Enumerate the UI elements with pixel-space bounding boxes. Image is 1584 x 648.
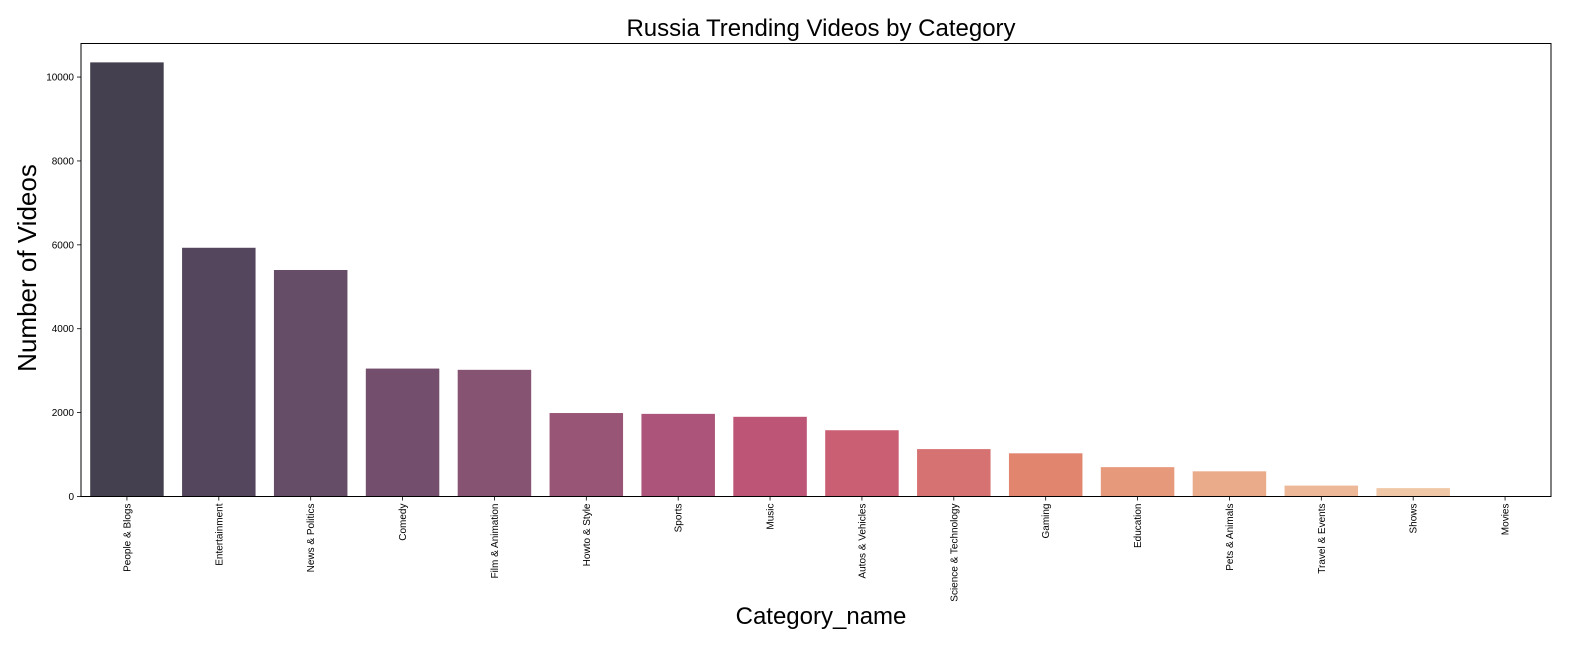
y-tick-label-1: 2000: [52, 408, 75, 419]
bars-group: [90, 62, 1542, 497]
x-tick-label-0: People & Blogs: [122, 504, 133, 572]
bar-8: [825, 430, 899, 497]
x-tick-label-15: Movies: [1501, 504, 1512, 536]
bar-14: [1376, 488, 1450, 497]
bar-1: [182, 247, 256, 497]
bar-0: [90, 62, 164, 497]
bar-12: [1192, 471, 1267, 497]
bar-13: [1284, 485, 1359, 497]
x-tick-label-7: Music: [766, 504, 777, 530]
x-tick-label-10: Gaming: [1041, 504, 1052, 539]
x-axis: People & Blogs Entertainment News & Politi…: [122, 496, 1512, 602]
x-tick-label-8: Autos & Vehicles: [857, 504, 868, 579]
x-tick-label-14: Shows: [1409, 504, 1420, 534]
y-tick-label-2: 4000: [52, 324, 75, 335]
bar-3: [365, 368, 440, 497]
x-tick-label-1: Entertainment: [214, 503, 225, 565]
x-tick-label-3: Comedy: [398, 504, 409, 541]
y-tick-label-3: 6000: [52, 240, 75, 251]
x-tick-label-4: Film & Animation: [490, 504, 501, 579]
chart-title: Russia Trending Videos by Category: [626, 15, 1015, 42]
x-tick-label-11: Education: [1133, 504, 1144, 548]
bar-7: [733, 416, 807, 497]
x-tick-label-6: Sports: [674, 504, 685, 533]
y-axis-label: Number of Videos: [12, 164, 42, 372]
bar-6: [641, 413, 715, 497]
x-tick-label-2: News & Politics: [306, 504, 317, 573]
bar-4: [457, 369, 532, 497]
y-tick-label-5: 10000: [46, 73, 74, 84]
y-axis: 0 2000 4000 6000 8000 10000: [46, 73, 81, 503]
plot-frame: [80, 43, 1552, 497]
bar-2: [273, 270, 348, 497]
x-tick-label-9: Science & Technology: [949, 504, 960, 602]
x-tick-label-13: Travel & Events: [1317, 504, 1328, 574]
bar-11: [1100, 467, 1175, 497]
bar-10: [1008, 453, 1083, 497]
y-tick-label-4: 8000: [52, 156, 75, 167]
y-tick-label-0: 0: [68, 492, 74, 503]
x-axis-label: Category_name: [736, 603, 907, 630]
bar-5: [549, 413, 624, 497]
x-tick-label-5: Howto & Style: [582, 503, 593, 566]
x-tick-label-12: Pets & Animals: [1225, 504, 1236, 571]
bar-9: [917, 449, 991, 497]
